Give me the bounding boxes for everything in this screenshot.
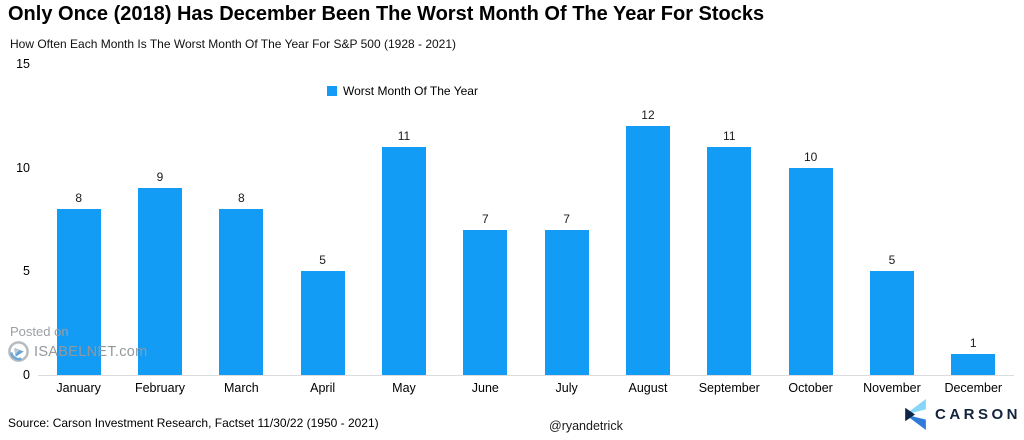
bar-value-label: 9 [156, 170, 164, 185]
y-axis: 0 5 10 15 [0, 57, 30, 382]
y-tick-label: 15 [16, 57, 30, 71]
bar [137, 188, 182, 375]
carson-mark-icon [905, 399, 926, 430]
bar-value-label: 10 [803, 149, 818, 164]
x-tick-label: June [471, 381, 499, 395]
bar-value-label: 8 [75, 191, 82, 206]
bar [869, 271, 914, 375]
x-axis-labels: January February March April May June July Augu… [38, 381, 1014, 395]
bar-column-august: 12 [607, 64, 688, 375]
bar [56, 209, 101, 375]
watermark-site: ISABELNET.com [34, 343, 148, 360]
bar-value-label: 12 [641, 108, 655, 123]
bar-column-march: 8 [201, 64, 282, 375]
bar-value-label: 7 [481, 211, 489, 226]
legend-label: Worst Month Of The Year [343, 84, 478, 98]
legend-swatch [327, 86, 337, 96]
x-tick-label: May [392, 381, 416, 395]
bar-value-label: 8 [237, 191, 245, 206]
bar-column-november: 5 [851, 64, 932, 375]
x-tick-label: December [944, 381, 1003, 395]
legend: Worst Month Of The Year [327, 84, 478, 98]
x-tick-label: August [628, 381, 668, 395]
y-tick-label: 5 [23, 264, 30, 279]
bar [219, 209, 264, 375]
bar-value-label: 5 [888, 253, 896, 268]
plot-area: 8 9 8 5 11 7 7 12 11 10 5 1 [38, 64, 1014, 376]
x-tick-label: January [56, 381, 101, 395]
bar-value-label: 7 [563, 211, 570, 226]
bar-column-january: 8 [38, 64, 119, 375]
x-tick-label: November [863, 381, 921, 395]
bar [951, 354, 996, 375]
isabelnet-swirl-icon [8, 341, 29, 362]
bar [544, 229, 589, 375]
x-tick-label: October [788, 381, 833, 395]
bar-value-label: 11 [723, 128, 736, 143]
x-tick-label: March [223, 381, 259, 395]
x-tick-label: September [698, 381, 760, 395]
watermark-posted-on: Posted on [10, 324, 69, 339]
bar [300, 271, 345, 375]
watermark: Posted on ISABELNET.com [7, 324, 148, 363]
bar [707, 146, 752, 375]
bar-column-april: 5 [282, 64, 363, 375]
bar-value-label: 1 [969, 336, 977, 351]
bar-column-may: 11 [363, 64, 444, 375]
carson-logo: CARSON [902, 399, 1021, 430]
bar-column-june: 7 [445, 64, 526, 375]
bar-column-july: 7 [526, 64, 607, 375]
chart-subtitle: How Often Each Month Is The Worst Month … [10, 37, 457, 51]
bar-column-september: 11 [689, 64, 770, 375]
bar-column-february: 9 [119, 64, 200, 375]
y-tick-label: 0 [23, 368, 30, 382]
bar [463, 229, 508, 375]
carson-wordmark: CARSON [934, 406, 1021, 423]
bar-value-label: 5 [319, 253, 326, 268]
twitter-handle: @ryandetrick [549, 419, 623, 433]
bar-column-december: 1 [933, 64, 1014, 375]
chart-title: Only Once (2018) Has December Been The W… [8, 3, 765, 25]
bar-column-october: 10 [770, 64, 851, 375]
bar-value-label: 11 [397, 128, 411, 143]
bar [625, 126, 670, 375]
y-tick-label: 10 [16, 160, 30, 175]
bar [788, 167, 833, 375]
bar [381, 146, 426, 375]
x-tick-label: April [310, 381, 336, 395]
source-note: Source: Carson Investment Research, Fact… [8, 416, 379, 430]
x-tick-label: February [134, 381, 185, 395]
x-tick-label: July [555, 381, 578, 395]
